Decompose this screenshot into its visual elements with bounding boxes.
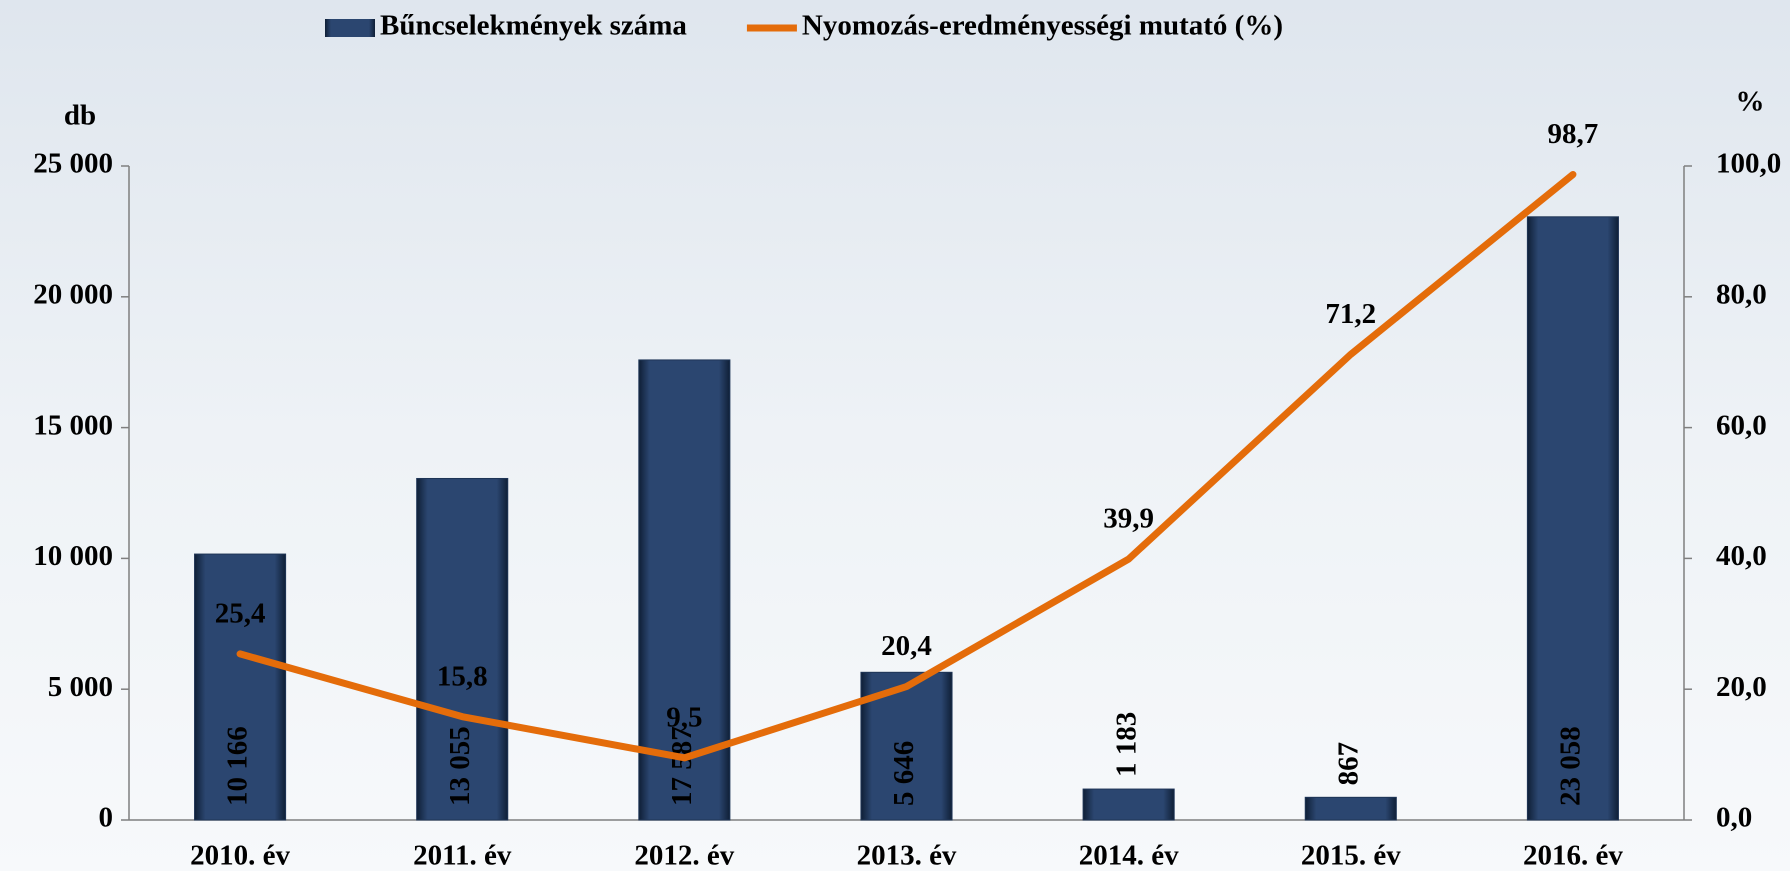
legend-label: Bűncselekmények száma xyxy=(380,10,687,42)
x-tick-label: 2011. év xyxy=(413,840,512,871)
y-axis-label: db xyxy=(64,100,96,132)
y-tick-label: 20 000 xyxy=(33,278,113,310)
y-tick-label: 0 xyxy=(99,802,114,834)
y2-axis-label: % xyxy=(1736,86,1765,118)
y2-tick-label: 60,0 xyxy=(1716,409,1767,441)
x-tick-label: 2012. év xyxy=(634,840,734,871)
y-tick-label: 15 000 xyxy=(33,409,113,441)
bar xyxy=(1305,797,1396,820)
y2-tick-label: 0,0 xyxy=(1716,802,1752,834)
y-tick-label: 10 000 xyxy=(33,540,113,572)
line-value-label: 25,4 xyxy=(215,598,266,630)
bar-value-label: 10 166 xyxy=(222,726,254,806)
y-tick-label: 25 000 xyxy=(33,148,113,180)
page: {"chart_data": {"type": "bar", "categori… xyxy=(0,0,1790,871)
y2-tick-label: 40,0 xyxy=(1716,540,1767,572)
bar-value-label: 1 183 xyxy=(1110,712,1142,777)
bar-value-label: 5 646 xyxy=(888,741,920,806)
bar-value-label: 867 xyxy=(1332,742,1364,786)
y-tick-label: 5 000 xyxy=(48,671,113,703)
x-tick-label: 2013. év xyxy=(857,840,957,871)
line-value-label: 98,7 xyxy=(1548,118,1599,150)
bar-value-label: 23 058 xyxy=(1555,726,1587,806)
legend: Bűncselekmények száma Nyomozás-eredményes… xyxy=(325,10,1283,42)
y2-tick-label: 80,0 xyxy=(1716,278,1767,310)
line-value-label: 39,9 xyxy=(1103,503,1154,535)
x-tick-label: 2014. év xyxy=(1079,840,1179,871)
line-value-label: 9,5 xyxy=(666,702,702,734)
bar-value-label: 13 055 xyxy=(444,726,476,806)
legend-swatch xyxy=(325,19,375,37)
y2-tick-label: 100,0 xyxy=(1716,148,1781,180)
line-value-label: 15,8 xyxy=(437,660,488,692)
legend-label: Nyomozás-eredményességi mutató (%) xyxy=(802,10,1283,42)
y2-tick-label: 20,0 xyxy=(1716,671,1767,703)
line-value-label: 71,2 xyxy=(1325,298,1376,330)
x-tick-label: 2016. év xyxy=(1523,840,1623,871)
x-tick-label: 2010. év xyxy=(190,840,290,871)
x-tick-label: 2015. év xyxy=(1301,840,1401,871)
chart: db % Bűncselekmények száma Nyomozás-eredm… xyxy=(0,0,1790,871)
bar xyxy=(1083,789,1174,820)
line-value-label: 20,4 xyxy=(881,630,932,662)
bar-value-label: 17 587 xyxy=(666,726,698,806)
